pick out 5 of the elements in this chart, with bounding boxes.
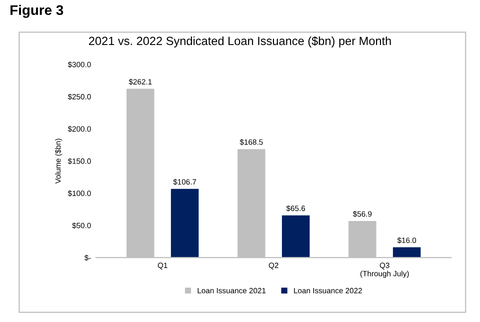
bar xyxy=(282,215,310,258)
bar xyxy=(170,188,199,258)
chart-title: 2021 vs. 2022 Syndicated Loan Issuance ($bn) per Month xyxy=(89,36,391,48)
bar xyxy=(392,247,421,258)
caption: Figure 3 xyxy=(10,4,64,18)
